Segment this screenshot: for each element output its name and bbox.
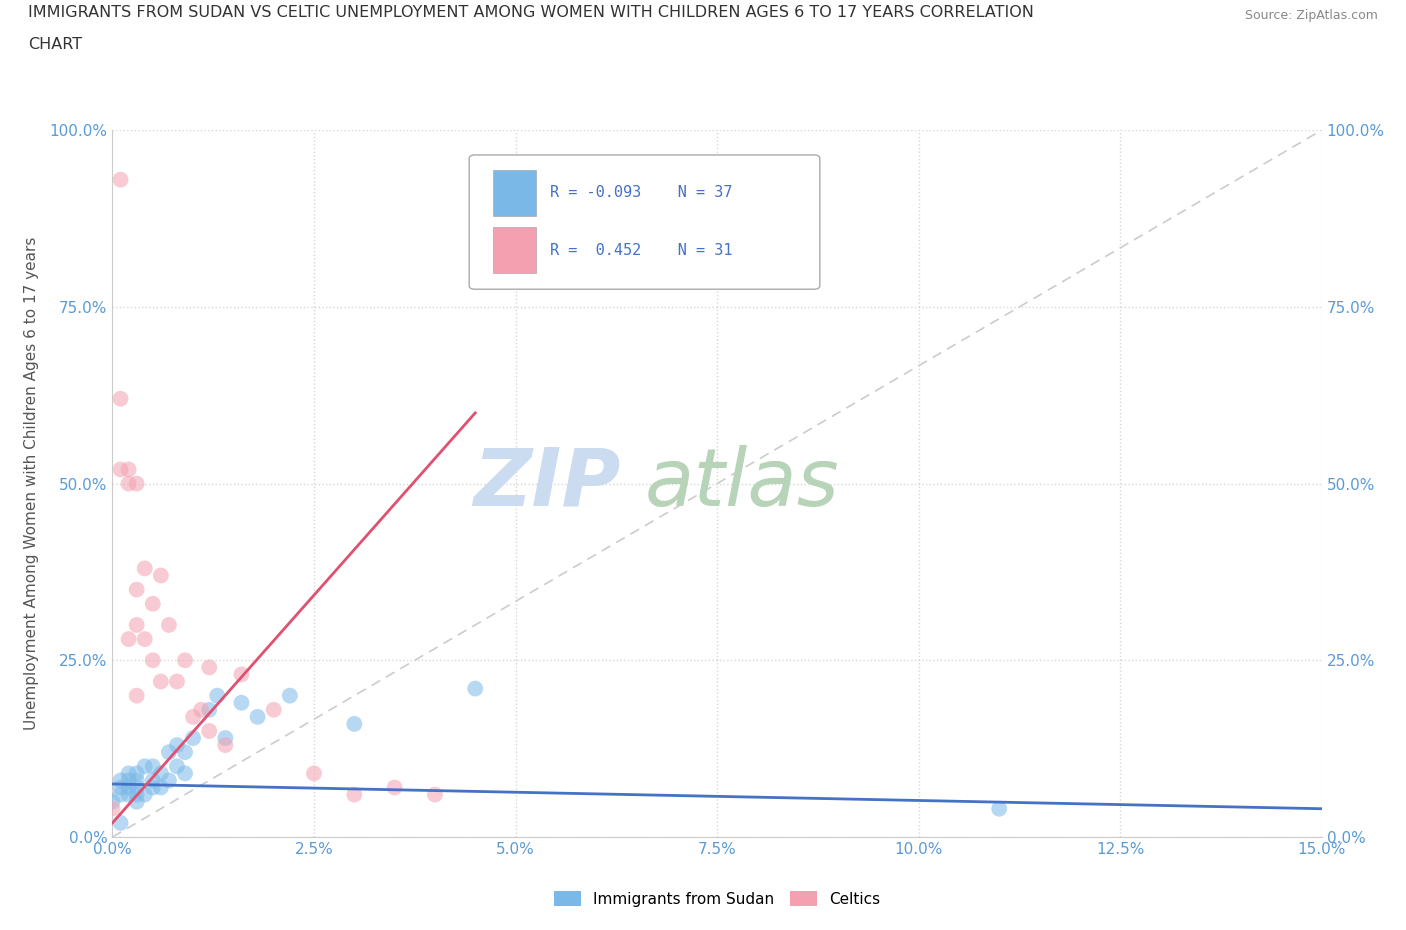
Point <box>157 745 180 760</box>
Point <box>384 780 406 795</box>
Bar <box>494 227 536 273</box>
Point <box>198 724 221 738</box>
Point <box>142 780 165 795</box>
Point <box>101 802 124 817</box>
Point <box>988 802 1011 817</box>
Point <box>142 653 165 668</box>
Point <box>149 568 172 583</box>
Y-axis label: Unemployment Among Women with Children Ages 6 to 17 years: Unemployment Among Women with Children A… <box>24 237 38 730</box>
Point <box>231 696 253 711</box>
Point <box>134 561 156 576</box>
Point <box>198 702 221 717</box>
Point <box>110 172 132 187</box>
Text: IMMIGRANTS FROM SUDAN VS CELTIC UNEMPLOYMENT AMONG WOMEN WITH CHILDREN AGES 6 TO: IMMIGRANTS FROM SUDAN VS CELTIC UNEMPLOY… <box>28 5 1033 20</box>
Point <box>174 766 197 781</box>
Point <box>214 737 236 752</box>
Point <box>149 674 172 689</box>
Point <box>142 773 165 788</box>
Point <box>110 773 132 788</box>
Point <box>110 780 132 795</box>
Point <box>343 716 366 731</box>
Point <box>117 787 139 802</box>
Point <box>166 674 188 689</box>
Point <box>181 731 204 746</box>
Point <box>110 816 132 830</box>
Point <box>110 392 132 406</box>
Text: CHART: CHART <box>28 37 82 52</box>
Legend: Immigrants from Sudan, Celtics: Immigrants from Sudan, Celtics <box>546 883 889 914</box>
Point <box>278 688 301 703</box>
Point <box>134 631 156 646</box>
Point <box>263 702 285 717</box>
Point <box>149 766 172 781</box>
Bar <box>494 170 536 216</box>
Point <box>157 618 180 632</box>
Point <box>125 773 148 788</box>
Point <box>157 773 180 788</box>
Point <box>125 618 148 632</box>
Point <box>125 582 148 597</box>
Point <box>134 759 156 774</box>
Point <box>302 766 325 781</box>
Point <box>117 773 139 788</box>
Text: R = -0.093    N = 37: R = -0.093 N = 37 <box>550 185 733 200</box>
Point <box>117 476 139 491</box>
Point <box>198 660 221 675</box>
Point <box>149 780 172 795</box>
FancyBboxPatch shape <box>470 155 820 289</box>
Text: ZIP: ZIP <box>472 445 620 523</box>
Point <box>125 780 148 795</box>
Point <box>125 794 148 809</box>
Point <box>125 787 148 802</box>
Point <box>125 476 148 491</box>
Point <box>101 794 124 809</box>
Point <box>117 780 139 795</box>
Point <box>125 766 148 781</box>
Point <box>231 667 253 682</box>
Point <box>190 702 212 717</box>
Point <box>166 759 188 774</box>
Text: atlas: atlas <box>644 445 839 523</box>
Point <box>174 745 197 760</box>
Point <box>117 462 139 477</box>
Point <box>174 653 197 668</box>
Point <box>125 688 148 703</box>
Point <box>181 710 204 724</box>
Point <box>423 787 446 802</box>
Point <box>166 737 188 752</box>
Point <box>343 787 366 802</box>
Point <box>110 787 132 802</box>
Point <box>134 787 156 802</box>
Point <box>214 731 236 746</box>
Point <box>142 759 165 774</box>
Text: R =  0.452    N = 31: R = 0.452 N = 31 <box>550 243 733 258</box>
Point <box>142 596 165 611</box>
Point <box>117 631 139 646</box>
Point <box>110 462 132 477</box>
Point <box>464 681 486 696</box>
Point <box>207 688 229 703</box>
Point <box>246 710 269 724</box>
Point <box>117 766 139 781</box>
Text: Source: ZipAtlas.com: Source: ZipAtlas.com <box>1244 9 1378 22</box>
